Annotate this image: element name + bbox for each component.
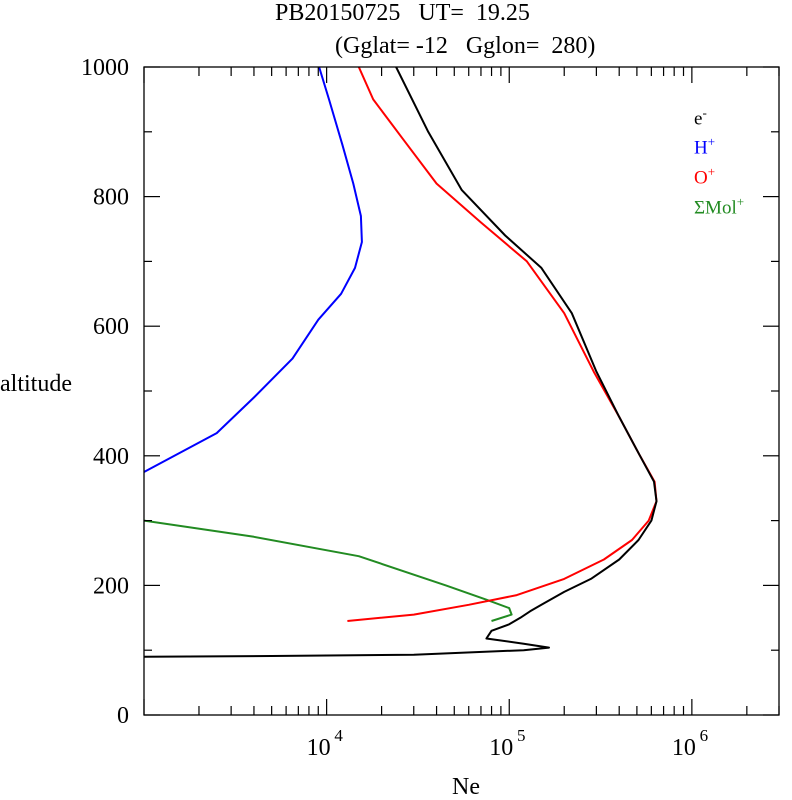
plot-frame: [143, 66, 780, 716]
legend-label-sup: +: [707, 134, 716, 149]
x-tick-label: 10: [307, 735, 331, 761]
y-tick-label: 1000: [81, 55, 129, 81]
y-tick-label: 200: [93, 573, 129, 599]
x-tick-label-exponent: 4: [334, 726, 343, 745]
y-tick-label: 600: [93, 314, 129, 340]
x-tick-label-exponent: 5: [517, 726, 526, 745]
series-line-1: [144, 67, 363, 473]
legend-label: O: [694, 167, 708, 189]
chart-subtitle: (Gglat= -12 Gglon= 280): [335, 33, 596, 59]
x-tick-label: 10: [489, 735, 513, 761]
series-line-3: [144, 519, 513, 622]
axis-layer: [143, 66, 780, 716]
legend-label: H: [694, 137, 708, 159]
y-tick-label: 0: [117, 703, 129, 729]
legend-entry-1: H+: [694, 135, 715, 157]
x-tick-label: 10: [672, 735, 696, 761]
legend-entry-2: O+: [694, 165, 715, 187]
legend-label: e: [694, 108, 703, 130]
series-layer: [144, 67, 658, 658]
legend-label: ΣMol: [694, 197, 737, 219]
series-line-0: [144, 67, 658, 658]
series-line-2: [347, 67, 658, 622]
legend-entry-3: ΣMol+: [694, 195, 744, 217]
chart-title: PB20150725 UT= 19.25: [275, 0, 530, 26]
legend-label-sup: -: [702, 105, 707, 120]
x-axis-label: Ne: [452, 774, 480, 800]
legend-entry-0: e-: [694, 106, 707, 128]
legend-label-sup: +: [707, 164, 716, 179]
y-tick-label: 400: [93, 444, 129, 470]
y-tick-label: 800: [93, 185, 129, 211]
y-axis-label: altitude: [0, 371, 72, 397]
legend-label-sup: +: [736, 194, 745, 209]
x-tick-label-exponent: 6: [700, 726, 709, 745]
